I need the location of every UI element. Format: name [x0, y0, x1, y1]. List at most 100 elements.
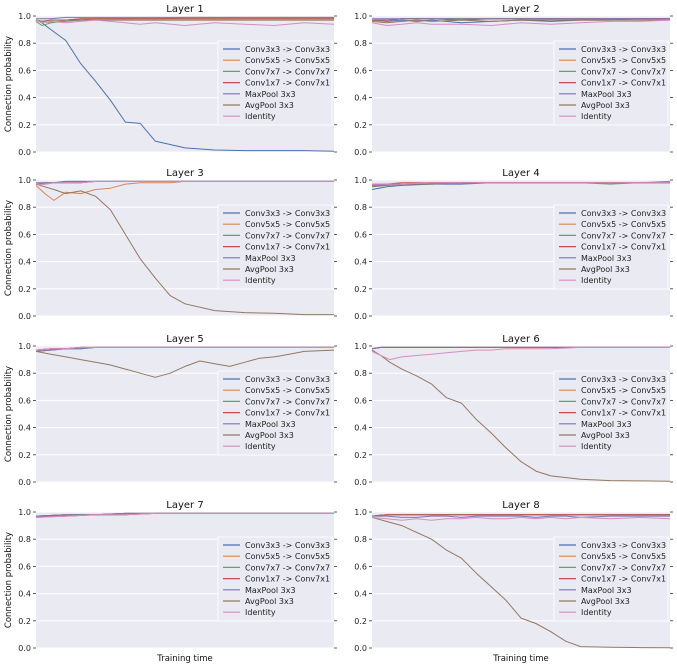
x-axis-label: Training time — [156, 654, 212, 664]
y-tick-label: 0.0 — [18, 478, 31, 487]
series-line-5 — [36, 16, 334, 20]
series-line-1 — [35, 19, 335, 152]
y-tick-label: 1.0 — [354, 342, 367, 351]
legend-label: AvgPool 3x3 — [245, 597, 294, 606]
legend-label: Identity — [245, 276, 276, 285]
y-tick-label: 0.4 — [354, 424, 367, 433]
legend-label: Conv3x3 -> Conv3x3 — [581, 541, 666, 550]
legend-label: Conv5x5 -> Conv5x5 — [581, 220, 666, 229]
y-tick-label: 0.6 — [18, 396, 31, 405]
y-tick-label: 0.6 — [354, 396, 367, 405]
legend-label: Identity — [581, 112, 612, 121]
y-tick-label: 0.4 — [18, 258, 31, 267]
series-line-7 — [372, 182, 670, 185]
legend-label: MaxPool 3x3 — [245, 586, 296, 595]
legend-label: AvgPool 3x3 — [245, 265, 294, 274]
series-line-6 — [371, 349, 671, 482]
legend-label: Conv3x3 -> Conv3x3 — [581, 45, 666, 54]
legend-label: Identity — [245, 442, 276, 451]
legend-label: Conv3x3 -> Conv3x3 — [245, 45, 330, 54]
y-axis-label: Connection probability — [4, 200, 14, 296]
legend-label: Conv7x7 -> Conv7x7 — [581, 397, 666, 406]
y-tick-label: 0.0 — [18, 644, 31, 653]
legend-label: Conv5x5 -> Conv5x5 — [245, 386, 330, 395]
legend-label: Conv7x7 -> Conv7x7 — [581, 231, 666, 240]
y-tick-label: 0.2 — [18, 617, 31, 626]
y-tick-label: 1.0 — [18, 342, 31, 351]
legend: Conv3x3 -> Conv3x3 Conv5x5 -> Conv5x5 Conv… — [217, 204, 333, 290]
legend-label: MaxPool 3x3 — [245, 420, 296, 429]
y-tick-label: 0.4 — [18, 94, 31, 103]
panel-title: Layer 6 — [502, 334, 539, 345]
y-tick-label: 0.8 — [354, 39, 367, 48]
legend-label: AvgPool 3x3 — [245, 431, 294, 440]
panel-layer-4: 0.0 0.2 0.4 0.6 0.8 1.0 Layer 4 Conv3x3 -> Conv… — [354, 168, 673, 321]
panel-layer-2: 0.0 0.2 0.4 0.6 0.8 1.0 Layer 2 Conv3x3 -> Conv… — [354, 4, 673, 157]
y-tick-label: 0.8 — [354, 369, 367, 378]
legend-label: Conv1x7 -> Conv7x1 — [581, 575, 666, 584]
y-tick-label: 0.4 — [354, 258, 367, 267]
y-tick-label: 0.6 — [18, 562, 31, 571]
y-tick-label: 0.2 — [18, 121, 31, 130]
legend: Conv3x3 -> Conv3x3 Conv5x5 -> Conv5x5 Conv… — [553, 40, 669, 126]
legend-label: MaxPool 3x3 — [581, 90, 632, 99]
series-line-7 — [35, 346, 334, 351]
series-line-6 — [371, 19, 670, 24]
y-tick-label: 0.4 — [354, 94, 367, 103]
series-line-6 — [35, 183, 334, 316]
legend-label: Conv3x3 -> Conv3x3 — [581, 209, 666, 218]
legend: Conv3x3 -> Conv3x3 Conv5x5 -> Conv5x5 Conv… — [217, 370, 333, 456]
panel-title: Layer 5 — [166, 334, 203, 345]
series-line-6 — [35, 19, 334, 22]
legend: Conv3x3 -> Conv3x3 Conv5x5 -> Conv5x5 Conv… — [553, 370, 669, 456]
legend-label: Conv5x5 -> Conv5x5 — [581, 56, 666, 65]
panel-layer-1: 0.0 0.2 0.4 0.6 0.8 1.0 Layer 1 Connection prob… — [4, 4, 337, 157]
y-tick-label: 0.6 — [18, 66, 31, 75]
y-tick-label: 1.0 — [354, 176, 367, 185]
legend-label: MaxPool 3x3 — [245, 254, 296, 263]
y-tick-label: 0.4 — [18, 424, 31, 433]
y-axis-label: Connection probability — [4, 532, 14, 628]
panel-title: Layer 1 — [166, 4, 203, 15]
y-tick-label: 0.0 — [354, 148, 367, 157]
panel-title: Layer 7 — [166, 500, 203, 511]
y-tick-label: 0.2 — [354, 285, 367, 294]
legend-label: Conv5x5 -> Conv5x5 — [581, 386, 666, 395]
series-line-7 — [371, 516, 671, 521]
legend-label: MaxPool 3x3 — [581, 420, 632, 429]
y-tick-label: 1.0 — [18, 508, 31, 517]
legend-label: Conv5x5 -> Conv5x5 — [581, 552, 666, 561]
y-tick-label: 0.0 — [354, 478, 367, 487]
y-tick-label: 0.8 — [18, 39, 31, 48]
legend-label: Conv1x7 -> Conv7x1 — [245, 79, 330, 88]
legend-label: Conv1x7 -> Conv7x1 — [581, 79, 666, 88]
y-tick-label: 0.4 — [354, 590, 367, 599]
y-tick-label: 1.0 — [354, 508, 367, 517]
y-tick-label: 1.0 — [18, 12, 31, 21]
legend-label: Conv3x3 -> Conv3x3 — [581, 375, 666, 384]
legend-label: Identity — [581, 276, 612, 285]
y-tick-label: 0.0 — [354, 644, 367, 653]
y-tick-label: 0.2 — [354, 617, 367, 626]
y-tick-label: 0.2 — [354, 121, 367, 130]
legend-label: AvgPool 3x3 — [581, 431, 630, 440]
legend-label: Conv7x7 -> Conv7x7 — [245, 397, 330, 406]
legend-label: Conv7x7 -> Conv7x7 — [245, 67, 330, 76]
legend-label: Conv3x3 -> Conv3x3 — [245, 209, 330, 218]
y-tick-label: 0.0 — [18, 312, 31, 321]
legend-label: Conv7x7 -> Conv7x7 — [245, 563, 330, 572]
y-tick-label: 0.6 — [354, 562, 367, 571]
series-line-7 — [35, 512, 334, 518]
legend-label: Conv7x7 -> Conv7x7 — [581, 563, 666, 572]
y-tick-label: 1.0 — [18, 176, 31, 185]
legend: Conv3x3 -> Conv3x3 Conv5x5 -> Conv5x5 Conv… — [553, 204, 669, 290]
panel-layer-6: 0.0 0.2 0.4 0.6 0.8 1.0 Layer 6 Conv3x3 -> Conv… — [354, 334, 673, 487]
legend-label: Conv1x7 -> Conv7x1 — [581, 243, 666, 252]
legend-label: Conv3x3 -> Conv3x3 — [245, 541, 330, 550]
y-tick-label: 0.8 — [354, 203, 367, 212]
y-tick-label: 0.6 — [354, 230, 367, 239]
panel-layer-3: 0.0 0.2 0.4 0.6 0.8 1.0 Layer 3 Connection prob… — [4, 168, 337, 321]
legend-label: AvgPool 3x3 — [581, 597, 630, 606]
legend-label: AvgPool 3x3 — [581, 265, 630, 274]
y-tick-label: 0.2 — [354, 451, 367, 460]
